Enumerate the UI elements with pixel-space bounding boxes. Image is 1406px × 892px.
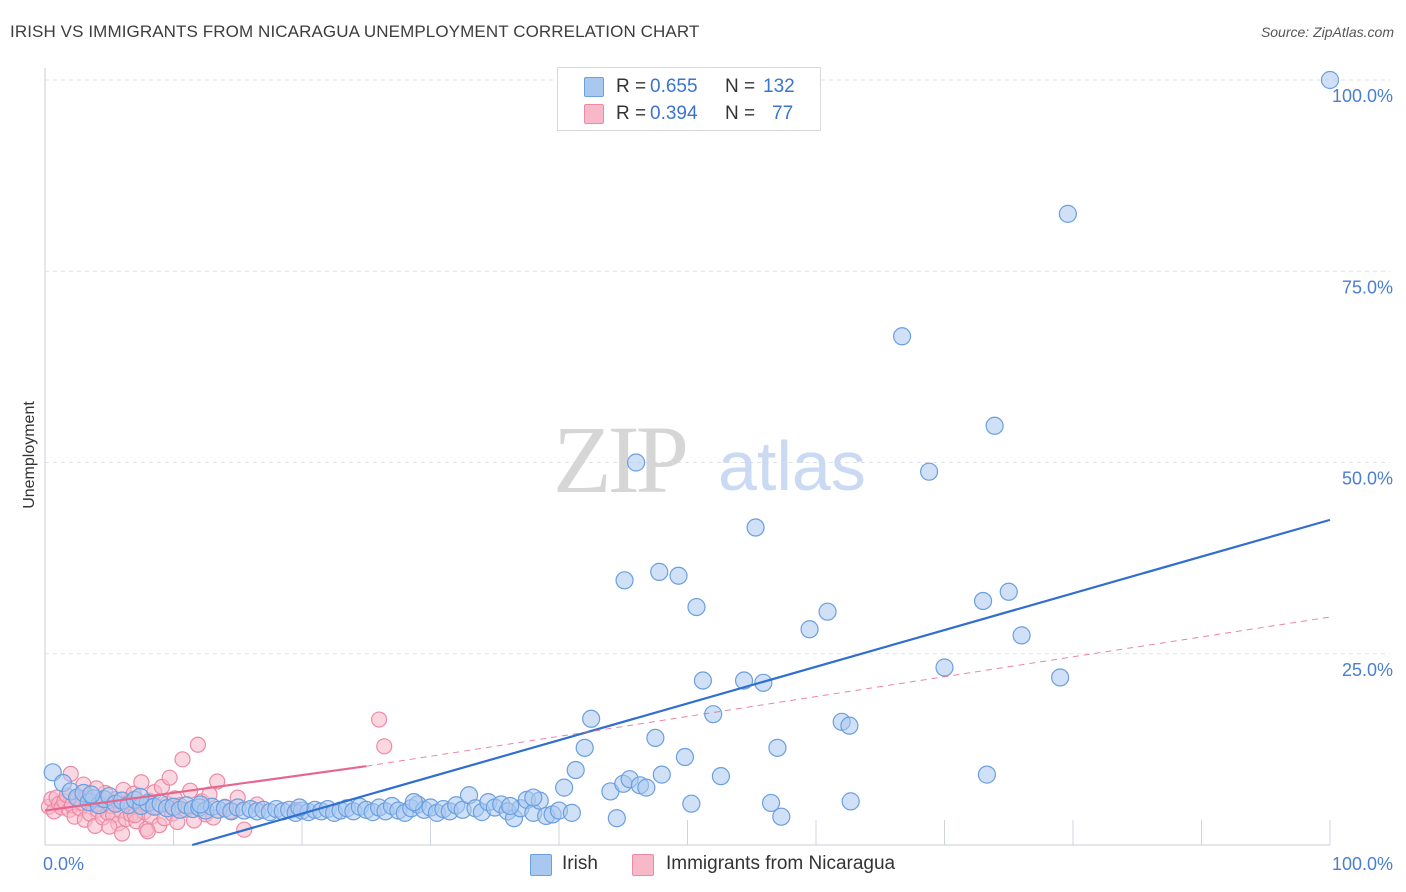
watermark: ZIP atlas [553, 406, 866, 513]
irish-point [404, 793, 423, 812]
y-tick-label: 25.0% [1342, 660, 1393, 680]
n-label: N = [725, 103, 756, 124]
series-legend: Irish Immigrants from Nicaragua [0, 852, 1406, 880]
irish-point [675, 747, 695, 767]
tick-labels: 100.0% 75.0% 50.0% 25.0% 0.0% 100.0% [43, 86, 1393, 874]
axes [44, 68, 1330, 846]
irish-point [626, 453, 646, 472]
series-nicaragua-points [40, 711, 393, 842]
legend-row-irish: R = 0.655 N = 132 [558, 74, 820, 100]
irish-point [704, 705, 723, 724]
irish-point [841, 792, 860, 811]
irish-point [650, 562, 669, 581]
legend-row-nicaragua: R = 0.394 N = 77 [558, 101, 820, 127]
irish-swatch [530, 854, 552, 876]
irish-point [669, 566, 688, 585]
irish-point [582, 709, 601, 728]
irish-point [82, 785, 101, 804]
n-value: 132 [763, 76, 795, 97]
irish-point [892, 327, 912, 346]
irish-point [999, 582, 1018, 601]
nicaragua-legend-label: Immigrants from Nicaragua [666, 853, 896, 874]
nicaragua-point [161, 769, 178, 786]
irish-point [290, 798, 309, 817]
x-tick-label: 0.0% [43, 854, 84, 874]
irish-point [919, 462, 939, 481]
irish-point [566, 760, 585, 780]
n-label: N = [725, 76, 756, 97]
irish-point [746, 518, 765, 537]
irish-point [615, 571, 634, 590]
irish-point [772, 807, 791, 826]
nicaragua-point [101, 818, 118, 835]
nicaragua-swatch [584, 104, 604, 124]
x-tick-label: 100.0% [1332, 854, 1393, 874]
irish-point [562, 803, 581, 822]
irish-swatch [584, 77, 604, 97]
irish-point [693, 671, 713, 690]
nicaragua-point [174, 751, 191, 768]
irish-point [734, 671, 754, 690]
source-label: Source: ZipAtlas.com [1260, 24, 1394, 40]
irish-point [1320, 70, 1340, 90]
irish-point [524, 788, 543, 807]
correlation-legend: R = 0.655 N = 132 R = 0.394 N = 77 [557, 67, 821, 131]
irish-point [973, 591, 993, 611]
y-tick-label: 50.0% [1342, 469, 1393, 489]
nicaragua-point [139, 823, 156, 840]
irish-point [637, 778, 656, 797]
r-label: R = [616, 103, 647, 124]
n-value: 77 [772, 103, 794, 124]
irish-point [575, 738, 594, 757]
nicaragua-point [371, 711, 388, 728]
irish-legend-label: Irish [562, 853, 598, 874]
r-label: R = [616, 76, 647, 97]
irish-trend-line [191, 518, 1331, 847]
nicaragua-trend-line [44, 765, 367, 812]
chart-title: IRISH VS IMMIGRANTS FROM NICARAGUA UNEMP… [10, 22, 700, 41]
irish-point [818, 602, 837, 621]
irish-point [682, 794, 701, 813]
irish-point [800, 620, 819, 639]
nicaragua-point [376, 738, 393, 755]
r-value: 0.655 [650, 76, 698, 97]
watermark-atlas: atlas [718, 427, 866, 505]
irish-point [652, 765, 671, 784]
irish-point [985, 416, 1004, 435]
series-irish-points [43, 70, 1340, 828]
irish-point [711, 767, 731, 786]
nicaragua-point [133, 774, 150, 791]
irish-point [1051, 668, 1070, 687]
irish-point [1058, 204, 1077, 223]
irish-point [761, 793, 781, 813]
nicaragua-swatch [632, 854, 654, 876]
nicaragua-point [113, 825, 131, 842]
trend-lines [44, 518, 1331, 847]
irish-point [687, 597, 706, 617]
irish-point [501, 796, 520, 816]
irish-point [646, 728, 665, 748]
irish-point [555, 778, 574, 797]
irish-point [768, 738, 787, 757]
irish-point [1012, 626, 1031, 645]
y-tick-label: 100.0% [1332, 86, 1393, 106]
irish-point [935, 658, 954, 677]
r-value: 0.394 [650, 103, 698, 124]
y-tick-label: 75.0% [1342, 277, 1393, 297]
nicaragua-trend-extension [366, 616, 1331, 767]
irish-point [977, 765, 997, 784]
watermark-zip: ZIP [553, 406, 686, 513]
irish-point [607, 809, 626, 828]
irish-point [840, 716, 859, 735]
y-axis-label: Unemployment [21, 401, 38, 509]
irish-point [191, 795, 210, 814]
nicaragua-point [189, 736, 207, 753]
